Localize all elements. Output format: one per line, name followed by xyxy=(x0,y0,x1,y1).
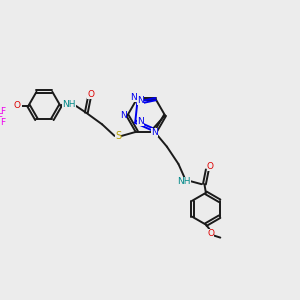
Text: F: F xyxy=(0,107,5,116)
Text: NH: NH xyxy=(178,177,191,186)
Text: S: S xyxy=(115,131,121,141)
Text: O: O xyxy=(207,162,214,171)
Text: F: F xyxy=(0,113,2,122)
Text: N: N xyxy=(120,111,127,120)
Text: N: N xyxy=(137,96,144,105)
Text: NH: NH xyxy=(62,100,76,109)
Text: F: F xyxy=(0,118,5,127)
Text: O: O xyxy=(14,101,20,110)
Text: N: N xyxy=(152,128,158,137)
Text: N: N xyxy=(130,93,137,102)
Text: N: N xyxy=(137,117,144,126)
Text: O: O xyxy=(207,229,214,238)
Text: O: O xyxy=(87,90,94,99)
